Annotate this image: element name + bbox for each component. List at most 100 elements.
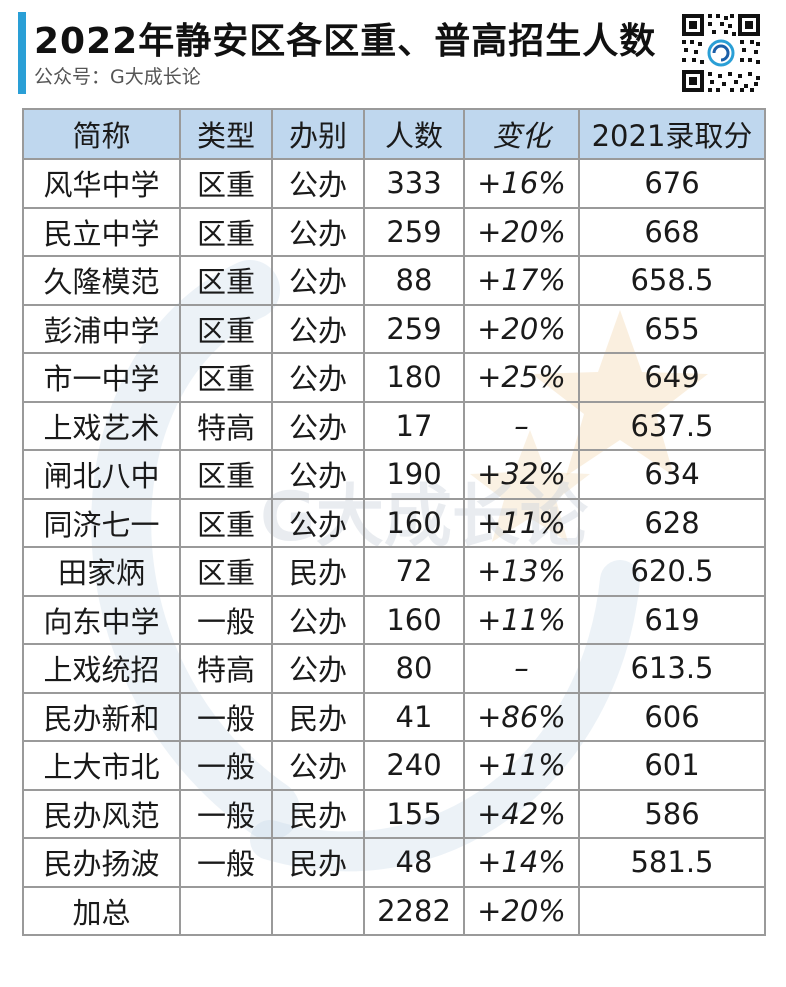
column-header-ownership: 办别: [271, 108, 365, 160]
school-type-cell: 一般: [179, 740, 273, 791]
school-name-cell: 上大市北: [22, 740, 181, 791]
qr-code-icon: [680, 12, 762, 94]
table-row: 向东中学 一般 公办 160 +11% 619: [22, 594, 766, 645]
change-cell: +11%: [463, 594, 580, 645]
school-name-cell: 上戏统招: [22, 643, 181, 694]
table-row: 民办扬波 一般 民办 48 +14% 581.5: [22, 837, 766, 888]
enrollment-table: 简称 类型 办别 人数 变化 2021录取分 风华中学 区重 公办 333 +16% 676 民立中学…: [22, 108, 766, 936]
ownership-cell: [271, 885, 365, 936]
enrollment-count-cell: 155: [363, 788, 465, 839]
enrollment-count-cell: 180: [363, 352, 465, 403]
table-row: 市一中学 区重 公办 180 +25% 649: [22, 352, 766, 403]
enrollment-count-cell: 240: [363, 740, 465, 791]
school-type-cell: 区重: [179, 546, 273, 597]
table-row: 上大市北 一般 公办 240 +11% 601: [22, 740, 766, 791]
school-name-cell: 民立中学: [22, 206, 181, 257]
school-name-cell: 同济七一: [22, 497, 181, 548]
school-name-cell: 上戏艺术: [22, 400, 181, 451]
score-2021-cell: 620.5: [578, 546, 766, 597]
school-type-cell: 区重: [179, 206, 273, 257]
score-2021-cell: 655: [578, 303, 766, 354]
ownership-cell: 公办: [271, 594, 365, 645]
school-type-cell: 特高: [179, 643, 273, 694]
enrollment-count-cell: 259: [363, 206, 465, 257]
school-name-cell: 市一中学: [22, 352, 181, 403]
table-row: 上戏艺术 特高 公办 17–637.5: [22, 400, 766, 451]
ownership-cell: 公办: [271, 352, 365, 403]
title-accent-bar: [18, 12, 26, 94]
column-header-type: 类型: [179, 108, 273, 160]
total-row: 加总 2282 +20%: [22, 885, 766, 936]
table-header-row: 简称 类型 办别 人数 变化 2021录取分: [22, 108, 766, 160]
column-header-change: 变化: [463, 108, 580, 160]
table-body: 风华中学 区重 公办 333 +16% 676 民立中学 区重 公办 259 +20% 668 久隆模范…: [22, 158, 766, 936]
school-name-cell: 风华中学: [22, 158, 181, 209]
change-cell: +14%: [463, 837, 580, 888]
enrollment-count-cell: 333: [363, 158, 465, 209]
table-row: 彭浦中学 区重 公办 259 +20% 655: [22, 303, 766, 354]
table-row: 闸北八中 区重 公办 190 +32% 634: [22, 449, 766, 500]
table-row: 民立中学 区重 公办 259 +20% 668: [22, 206, 766, 257]
change-cell: –: [463, 400, 580, 451]
score-2021-cell: 668: [578, 206, 766, 257]
enrollment-table-container: 简称 类型 办别 人数 变化 2021录取分 风华中学 区重 公办 333 +16% 676 民立中学…: [22, 108, 766, 936]
column-header-score: 2021录取分: [578, 108, 766, 160]
school-type-cell: 一般: [179, 594, 273, 645]
enrollment-count-cell: 259: [363, 303, 465, 354]
page-header: 2022年静安区各区重、普高招生人数 公众号：G大成长论: [0, 0, 786, 100]
change-cell: +17%: [463, 255, 580, 306]
table-row: 风华中学 区重 公办 333 +16% 676: [22, 158, 766, 209]
school-name-cell: 民办新和: [22, 691, 181, 742]
enrollment-count-cell: 88: [363, 255, 465, 306]
school-type-cell: 区重: [179, 497, 273, 548]
table-row: 民办风范 一般 民办 155 +42% 586: [22, 788, 766, 839]
score-2021-cell: 601: [578, 740, 766, 791]
school-type-cell: 一般: [179, 837, 273, 888]
ownership-cell: 民办: [271, 546, 365, 597]
score-2021-cell: 676: [578, 158, 766, 209]
change-cell: +16%: [463, 158, 580, 209]
school-name-cell: 彭浦中学: [22, 303, 181, 354]
change-cell: +11%: [463, 740, 580, 791]
change-cell: +20%: [463, 885, 580, 936]
change-cell: +20%: [463, 206, 580, 257]
score-2021-cell: [578, 885, 766, 936]
ownership-cell: 公办: [271, 206, 365, 257]
enrollment-count-cell: 48: [363, 837, 465, 888]
school-type-cell: 区重: [179, 449, 273, 500]
score-2021-cell: 649: [578, 352, 766, 403]
enrollment-count-cell: 72: [363, 546, 465, 597]
score-2021-cell: 634: [578, 449, 766, 500]
table-row: 久隆模范 区重 公办 88 +17% 658.5: [22, 255, 766, 306]
school-type-cell: [179, 885, 273, 936]
school-type-cell: 区重: [179, 255, 273, 306]
page-subtitle: 公众号：G大成长论: [34, 66, 201, 88]
change-cell: –: [463, 643, 580, 694]
school-name-cell: 闸北八中: [22, 449, 181, 500]
score-2021-cell: 658.5: [578, 255, 766, 306]
page-title: 2022年静安区各区重、普高招生人数: [34, 21, 657, 62]
enrollment-count-cell: 160: [363, 594, 465, 645]
ownership-cell: 公办: [271, 740, 365, 791]
enrollment-count-cell: 80: [363, 643, 465, 694]
change-cell: +42%: [463, 788, 580, 839]
table-row: 民办新和 一般 民办 41 +86% 606: [22, 691, 766, 742]
column-header-name: 简称: [22, 108, 181, 160]
ownership-cell: 公办: [271, 400, 365, 451]
school-name-cell: 加总: [22, 885, 181, 936]
ownership-cell: 公办: [271, 643, 365, 694]
ownership-cell: 公办: [271, 303, 365, 354]
school-name-cell: 久隆模范: [22, 255, 181, 306]
ownership-cell: 公办: [271, 449, 365, 500]
school-name-cell: 田家炳: [22, 546, 181, 597]
table-row: 上戏统招 特高 公办 80–613.5: [22, 643, 766, 694]
change-cell: +86%: [463, 691, 580, 742]
enrollment-count-cell: 41: [363, 691, 465, 742]
school-type-cell: 区重: [179, 352, 273, 403]
score-2021-cell: 613.5: [578, 643, 766, 694]
score-2021-cell: 637.5: [578, 400, 766, 451]
change-cell: +13%: [463, 546, 580, 597]
table-row: 田家炳 区重 民办 72 +13% 620.5: [22, 546, 766, 597]
ownership-cell: 公办: [271, 255, 365, 306]
school-type-cell: 区重: [179, 158, 273, 209]
